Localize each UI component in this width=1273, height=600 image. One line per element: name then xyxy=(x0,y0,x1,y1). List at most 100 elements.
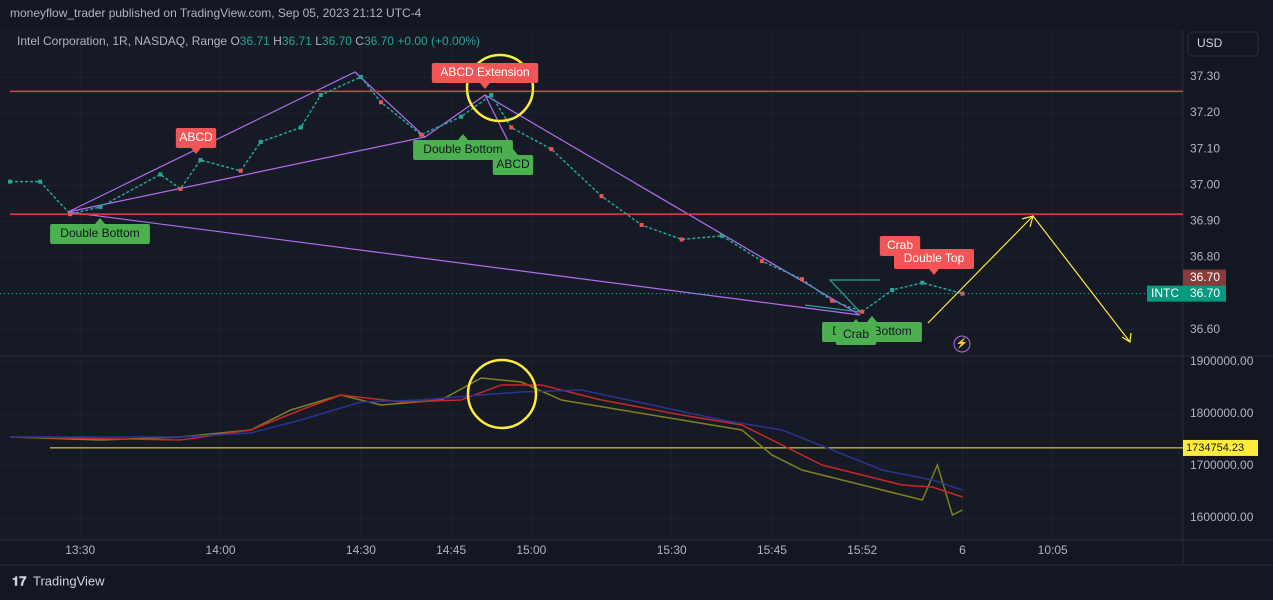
annotation-box xyxy=(413,140,513,160)
annotation-pointer xyxy=(95,218,105,224)
price-brick xyxy=(599,194,604,199)
price-brick xyxy=(890,288,895,292)
legend-key: O xyxy=(230,34,239,48)
price-brick xyxy=(318,93,323,97)
plot-area xyxy=(0,30,1183,540)
currency-button[interactable] xyxy=(1187,31,1259,57)
price-brick xyxy=(258,139,263,144)
annotation-pointer xyxy=(867,316,877,322)
y-tick-label: 37.10 xyxy=(1190,141,1220,155)
x-tick-label: 14:45 xyxy=(436,543,466,557)
annotation-pointer xyxy=(480,83,490,89)
x-tick-label: 15:00 xyxy=(516,543,546,557)
y-tick-label: 36.90 xyxy=(1190,214,1220,228)
indicator-line xyxy=(10,377,963,517)
annotation: ABCD xyxy=(492,149,534,175)
arrow-head xyxy=(1121,332,1132,344)
indicator-line xyxy=(10,389,963,491)
annotation-pointer xyxy=(929,269,939,275)
price-brick xyxy=(509,125,514,130)
price-brick xyxy=(459,114,464,119)
annotation-pointer xyxy=(851,319,861,325)
annotation: ABCD Extension xyxy=(431,63,539,89)
annotation-label: Double Top xyxy=(904,251,965,265)
x-tick-label: 15:52 xyxy=(847,543,877,557)
x-tick-label: 14:00 xyxy=(206,543,236,557)
price-brick xyxy=(298,125,303,130)
price-brick xyxy=(960,291,965,296)
annotation-label: Double Bottom xyxy=(423,142,502,156)
y-tick-label: 1900000.00 xyxy=(1190,354,1254,368)
legend-change: +0.00 (+0.00%) xyxy=(397,34,480,48)
logo: 𝟏𝟕 xyxy=(12,573,27,588)
annotation-label: Crab xyxy=(887,238,913,252)
header-title: moneyflow_trader published on TradingVie… xyxy=(10,6,422,20)
y-tick-label: 37.20 xyxy=(1190,105,1220,119)
x-tick-label: 13:30 xyxy=(65,543,95,557)
y-tick-label: 1700000.00 xyxy=(1190,458,1254,472)
annotation-box xyxy=(835,325,877,345)
price-tag-label: 36.70 xyxy=(1190,286,1220,300)
price-brick xyxy=(8,179,13,184)
x-tick-label: 15:45 xyxy=(757,543,787,557)
price-brick xyxy=(158,172,163,177)
legend-value: 36.71 xyxy=(282,34,312,48)
price-tag-label: 36.70 xyxy=(1190,270,1220,284)
price-tag xyxy=(1183,269,1226,286)
price-brick xyxy=(489,93,494,97)
price-brick xyxy=(639,223,644,227)
annotation-box xyxy=(492,155,534,175)
price-tag xyxy=(1147,285,1226,302)
legend-key: H xyxy=(273,34,282,48)
annotation: Double Bottom xyxy=(413,134,513,160)
y-tick-label: 37.30 xyxy=(1190,69,1220,83)
harmonic-drawings xyxy=(67,71,880,316)
annotation-label: Crab xyxy=(843,327,869,341)
price-brick xyxy=(759,259,764,264)
annotation-pointer xyxy=(458,134,468,140)
price-brick xyxy=(198,158,203,162)
price-brick xyxy=(178,186,183,191)
price-brick xyxy=(719,233,724,238)
y-tick-label: 1600000.00 xyxy=(1190,510,1254,524)
legend-value: 36.70 xyxy=(364,34,394,48)
y-tick-label: 36.60 xyxy=(1190,322,1220,336)
pattern-line xyxy=(67,136,426,213)
x-tick-label: 10:05 xyxy=(1038,543,1068,557)
highlight-circle xyxy=(465,53,535,123)
legend-key: C xyxy=(355,34,364,48)
annotation-label: ABCD xyxy=(496,157,530,171)
annotation-box xyxy=(894,249,974,269)
alert-icon xyxy=(953,335,971,353)
price-brick xyxy=(238,168,243,173)
price-brick xyxy=(800,277,805,282)
symbol-tag: INTC xyxy=(1151,286,1179,300)
indicator-line xyxy=(10,384,963,498)
price-brick xyxy=(419,132,424,137)
highlight-circle xyxy=(466,358,538,430)
price-brick xyxy=(38,179,43,184)
pattern-line xyxy=(804,279,880,313)
annotation: Double Top xyxy=(894,249,974,275)
value-tag-label: 1734754.23 xyxy=(1186,442,1244,454)
price-brick xyxy=(860,309,865,314)
x-tick-label: 15:30 xyxy=(657,543,687,557)
arrow-head xyxy=(1021,215,1034,228)
price-brick xyxy=(358,74,363,79)
annotation-label: ABCD xyxy=(179,130,213,144)
legend-value: 36.71 xyxy=(240,34,270,48)
annotation: ABCD xyxy=(175,128,217,154)
legend-key: L xyxy=(315,34,322,48)
pattern-line xyxy=(67,211,861,316)
annotation-box xyxy=(175,128,217,148)
y-tick-label: 36.80 xyxy=(1190,250,1220,264)
price-brick xyxy=(68,212,73,217)
currency[interactable]: USD xyxy=(1197,36,1223,50)
projection-arrow xyxy=(927,215,1132,344)
price-brick xyxy=(920,280,925,285)
annotation: Double Bottom xyxy=(50,218,150,244)
annotation-pointer xyxy=(508,149,518,155)
value-tag xyxy=(1183,439,1258,456)
